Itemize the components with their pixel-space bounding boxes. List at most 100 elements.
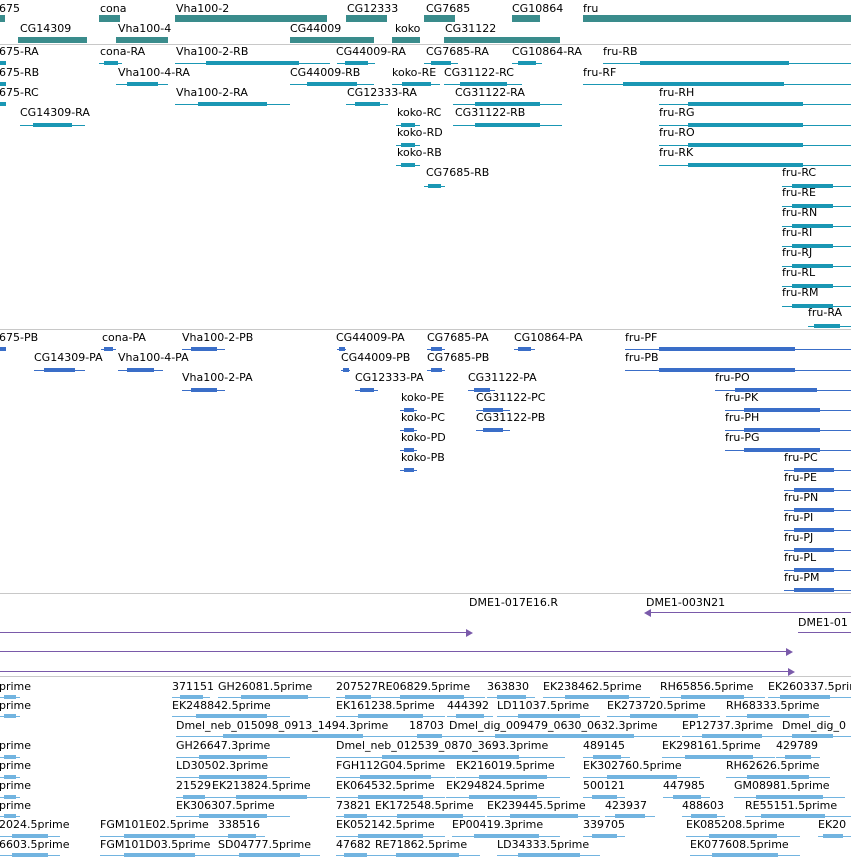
feature-label: Dmel_dig_0 bbox=[782, 719, 847, 732]
feature-block bbox=[688, 143, 803, 147]
feature-block bbox=[607, 775, 677, 779]
feature-block bbox=[344, 853, 367, 857]
strand-arrow-icon bbox=[788, 668, 795, 676]
feature-block bbox=[792, 734, 833, 738]
feature-label: prime bbox=[0, 759, 32, 772]
feature-block bbox=[495, 734, 634, 738]
feature-label: FGM101D03.5prime bbox=[100, 838, 211, 851]
feature-label: 488603 bbox=[682, 799, 724, 812]
feature-block bbox=[688, 102, 803, 106]
feature-label: Vha100-2-RB bbox=[176, 45, 249, 58]
feature-label: RE55151.5prime bbox=[745, 799, 838, 812]
feature-block bbox=[761, 814, 825, 818]
feature-label: fru-PK bbox=[725, 391, 759, 404]
feature-block bbox=[688, 163, 803, 167]
feature-block bbox=[124, 853, 195, 857]
feature-label: fru-PN bbox=[784, 491, 819, 504]
feature-block bbox=[565, 695, 629, 699]
feature-block bbox=[744, 428, 820, 432]
feature-label: 675-RC bbox=[0, 86, 39, 99]
feature-label: RE71862.5prime bbox=[375, 838, 468, 851]
feature-label: Vha100-2-PB bbox=[182, 331, 254, 344]
feature-block bbox=[404, 428, 414, 432]
feature-label: fru-RF bbox=[583, 66, 617, 79]
feature-block bbox=[175, 15, 327, 22]
feature-block bbox=[358, 834, 423, 838]
feature-label: EK077608.5prime bbox=[690, 838, 789, 851]
feature-block bbox=[709, 834, 777, 838]
feature-label: prime bbox=[0, 699, 32, 712]
feature-label: fru-RK bbox=[659, 146, 694, 159]
feature-block bbox=[0, 347, 6, 351]
feature-block bbox=[344, 814, 367, 818]
feature-block bbox=[4, 795, 16, 799]
feature-label: 675-PB bbox=[0, 331, 39, 344]
feature-label: Vha100-2 bbox=[176, 2, 230, 15]
feature-block bbox=[518, 853, 580, 857]
feature-block bbox=[4, 814, 16, 818]
feature-block bbox=[592, 795, 617, 799]
feature-block bbox=[794, 508, 834, 512]
feature-block bbox=[444, 37, 560, 43]
feature-block bbox=[640, 61, 789, 65]
feature-block bbox=[469, 795, 537, 799]
feature-block bbox=[196, 714, 267, 718]
feature-block bbox=[593, 755, 621, 759]
feature-label: fru-PB bbox=[625, 351, 659, 364]
feature-block bbox=[401, 163, 415, 167]
feature-block bbox=[688, 123, 803, 127]
feature-label: EK052142.5prime bbox=[336, 818, 435, 831]
feature-block bbox=[198, 102, 267, 106]
feature-label: DME1-003N21 bbox=[646, 596, 726, 609]
feature-label: CG10864-RA bbox=[512, 45, 582, 58]
feature-block bbox=[615, 814, 645, 818]
feature-label: koko-PC bbox=[401, 411, 445, 424]
feature-label: koko-PE bbox=[401, 391, 445, 404]
feature-label: 73821 bbox=[336, 799, 371, 812]
feature-line bbox=[798, 632, 851, 633]
feature-label: GH26081.5prime bbox=[218, 680, 313, 693]
feature-block bbox=[339, 347, 345, 351]
feature-label: Vha100-4-RA bbox=[118, 66, 190, 79]
feature-label: CG7685-RA bbox=[426, 45, 489, 58]
feature-label: fru bbox=[583, 2, 599, 15]
feature-block bbox=[104, 61, 118, 65]
feature-label: CG14309 bbox=[20, 22, 72, 35]
feature-block bbox=[127, 368, 154, 372]
feature-label: 675-RA bbox=[0, 45, 39, 58]
feature-block bbox=[382, 755, 519, 759]
feature-block bbox=[673, 795, 701, 799]
feature-label: EK172548.5prime bbox=[375, 799, 474, 812]
feature-label: prime bbox=[0, 739, 32, 752]
feature-label: CG44009-PA bbox=[336, 331, 405, 344]
feature-label: fru-PO bbox=[715, 371, 750, 384]
feature-block bbox=[794, 548, 834, 552]
feature-label: Vha100-4-PA bbox=[118, 351, 189, 364]
feature-block bbox=[180, 695, 203, 699]
feature-label: EK216019.5prime bbox=[456, 759, 555, 772]
feature-label: fru-RH bbox=[659, 86, 695, 99]
feature-block bbox=[392, 37, 420, 43]
feature-label: CG44009-RB bbox=[290, 66, 361, 79]
feature-block bbox=[33, 123, 72, 127]
feature-label: CG12333-RA bbox=[347, 86, 417, 99]
feature-label: EK20 bbox=[818, 818, 847, 831]
feature-label: EP12737.3prime bbox=[682, 719, 774, 732]
feature-label: GH26647.3prime bbox=[176, 739, 271, 752]
feature-label: koko-RD bbox=[397, 126, 443, 139]
feature-block bbox=[346, 15, 387, 22]
feature-block bbox=[199, 755, 267, 759]
feature-label: 371151 bbox=[172, 680, 214, 693]
feature-block bbox=[404, 448, 414, 452]
track-separator bbox=[0, 44, 851, 45]
feature-label: CG31122-PB bbox=[476, 411, 546, 424]
feature-block bbox=[236, 795, 307, 799]
feature-label: EK302760.5prime bbox=[583, 759, 682, 772]
feature-label: fru-RM bbox=[782, 286, 819, 299]
feature-label: prime bbox=[0, 779, 32, 792]
feature-label: EK085208.5prime bbox=[686, 818, 785, 831]
feature-block bbox=[792, 284, 833, 288]
feature-label: koko-RE bbox=[392, 66, 437, 79]
feature-block bbox=[18, 37, 87, 43]
strand-arrow-icon bbox=[786, 648, 793, 656]
